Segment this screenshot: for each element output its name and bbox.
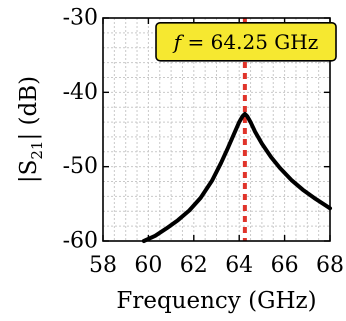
- x-tick-label: 68: [316, 253, 344, 278]
- x-tick-label: 64: [225, 253, 253, 278]
- y-axis-label: |S21| (dB): [16, 76, 46, 183]
- y-tick-label: -30: [63, 6, 98, 31]
- x-tick-labels: 58 60 62 64 66 68: [89, 253, 344, 278]
- x-tick-label: 62: [180, 253, 208, 278]
- y-tick-label: -50: [63, 154, 98, 179]
- annotation-value: = 64.25 GHz: [181, 30, 318, 54]
- x-axis-label: Frequency (GHz): [116, 288, 316, 314]
- y-tick-labels: -60 -50 -40 -30: [63, 6, 98, 254]
- y-axis-label-subscript: 21: [28, 141, 46, 160]
- x-tick-label: 58: [89, 253, 117, 278]
- series-lines: [141, 111, 332, 243]
- y-axis-label-tail: | (dB): [16, 76, 42, 141]
- annotation-background: [155, 21, 337, 62]
- y-axis-label-main: |S: [16, 160, 42, 184]
- y-tick-label: -40: [63, 80, 98, 105]
- tick-marks: [102, 17, 331, 242]
- y-tick-label: -60: [63, 229, 98, 254]
- x-tick-label: 66: [271, 253, 299, 278]
- annotation-box: f = 64.25 GHz: [155, 21, 337, 62]
- annotation-text: f = 64.25 GHz: [172, 30, 318, 54]
- x-tick-label: 60: [134, 253, 162, 278]
- series-line-0: [141, 111, 332, 243]
- plot-frame: [102, 17, 331, 242]
